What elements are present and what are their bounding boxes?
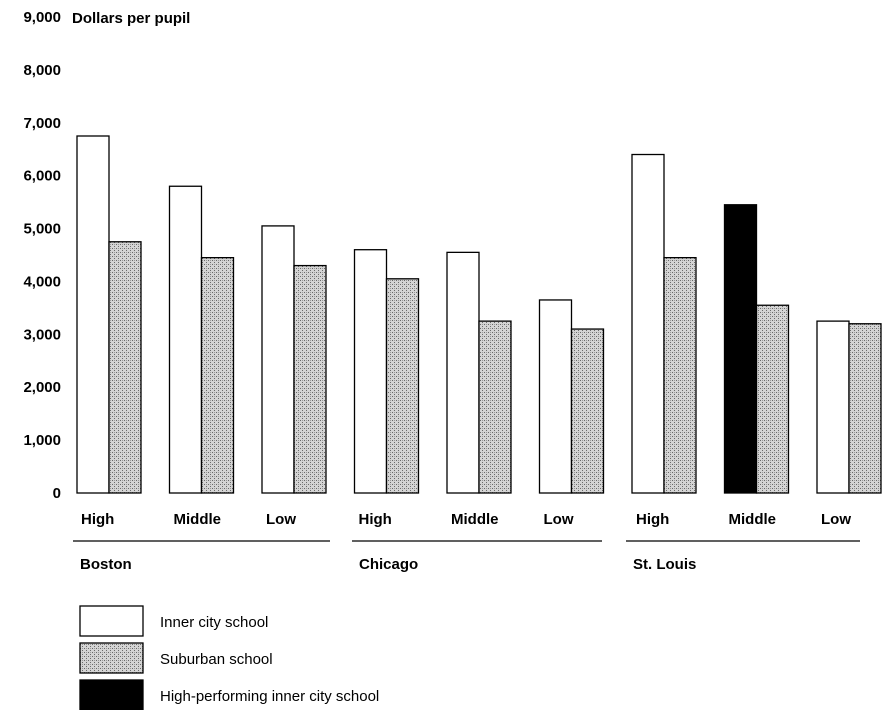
y-tick-label: 6,000 [23, 168, 61, 185]
y-tick-label: 5,000 [23, 221, 61, 238]
y-axis-title: Dollars per pupil [72, 10, 190, 27]
legend: Inner city school Suburban school High-per… [79, 605, 379, 710]
category-label: Low [544, 511, 574, 528]
legend-swatch-suburban [79, 642, 144, 674]
bar-suburban [108, 241, 142, 494]
bar-inner [631, 153, 665, 494]
category-label: High [81, 511, 114, 528]
bar-inner [353, 249, 388, 494]
category-label: Middle [174, 511, 222, 528]
bar-inner [168, 185, 203, 494]
category-label: High [359, 511, 392, 528]
legend-swatch-inner [79, 605, 144, 637]
category-label: Low [266, 511, 296, 528]
y-tick-label: 9,000 [23, 9, 61, 26]
bar-suburban [755, 304, 790, 494]
bars [76, 135, 882, 494]
legend-swatch-high-performing [79, 679, 144, 710]
category-label: Low [821, 511, 851, 528]
legend-label: Inner city school [160, 614, 268, 631]
group-label: St. Louis [633, 556, 696, 573]
group-label: Chicago [359, 556, 418, 573]
y-tick-label: 8,000 [23, 62, 61, 79]
bar-inner [76, 135, 110, 494]
category-label: Middle [451, 511, 499, 528]
bar-inner [538, 299, 573, 494]
bar-suburban [478, 320, 512, 494]
bar-high-performing [723, 204, 758, 494]
city-groups: Boston Chicago St. Louis [73, 540, 860, 573]
bar-inner [261, 225, 295, 494]
bar-suburban [200, 256, 235, 494]
bar-inner [446, 251, 480, 494]
bar-suburban [848, 323, 882, 494]
bar-suburban [663, 256, 697, 494]
y-tick-label: 4,000 [23, 273, 61, 290]
category-label: Middle [729, 511, 777, 528]
bar-suburban [293, 264, 327, 494]
y-tick-label: 2,000 [23, 379, 61, 396]
y-tick-label: 1,000 [23, 432, 61, 449]
y-tick-label: 0 [53, 485, 61, 502]
y-axis: 0 1,000 2,000 3,000 4,000 5,000 6,000 7,000 8,00… [23, 9, 61, 502]
group-label: Boston [80, 556, 132, 573]
y-tick-label: 3,000 [23, 326, 61, 343]
bar-suburban [385, 278, 420, 494]
category-labels: High Middle Low High Middle Low High Middle Low [81, 511, 851, 528]
legend-label: Suburban school [160, 651, 273, 668]
bar-inner [816, 320, 850, 494]
y-tick-label: 7,000 [23, 115, 61, 132]
bar-suburban [570, 328, 605, 494]
legend-label: High-performing inner city school [160, 688, 379, 705]
category-label: High [636, 511, 669, 528]
